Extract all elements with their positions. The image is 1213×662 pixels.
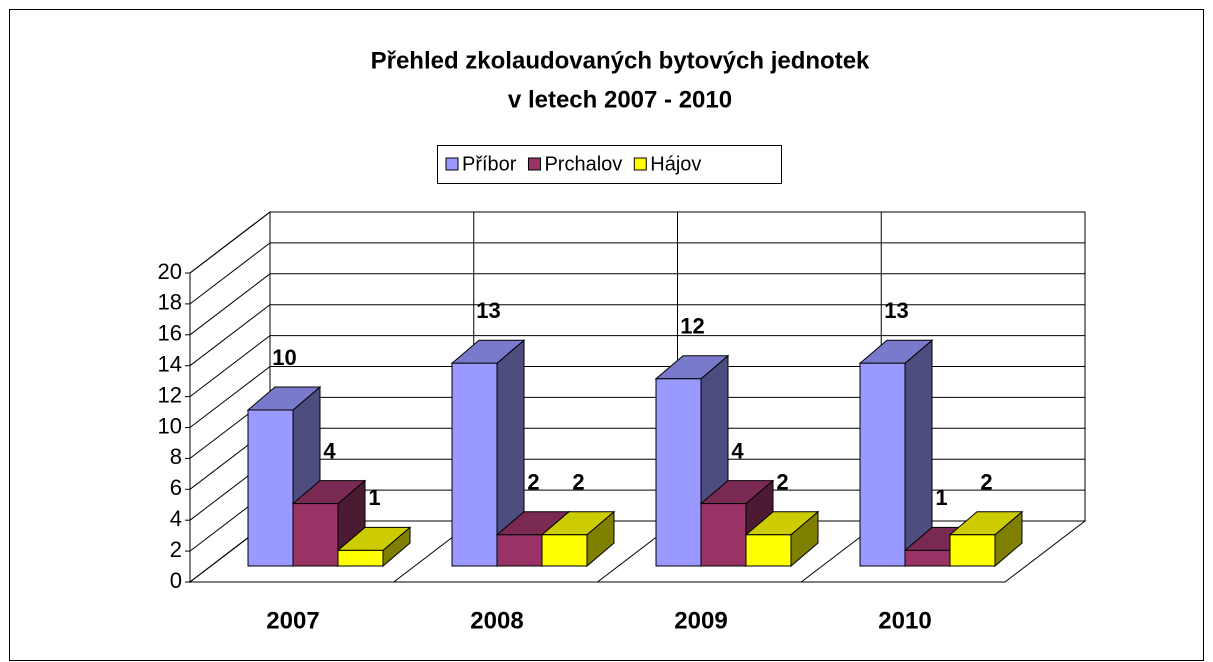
y-tick-label: 16 <box>158 321 182 346</box>
data-label: 13 <box>884 298 908 323</box>
bar <box>541 534 588 567</box>
data-label: 2 <box>527 470 539 495</box>
grid-line <box>189 304 1085 367</box>
data-label: 2 <box>776 470 788 495</box>
grid-line <box>189 211 1085 274</box>
legend-label: Příbor <box>462 153 517 175</box>
chart-title: Přehled zkolaudovaných bytových jednotek <box>371 47 870 74</box>
legend <box>437 145 782 184</box>
grid-line <box>189 335 1085 397</box>
data-label: 1 <box>368 485 380 510</box>
data-label: 13 <box>476 298 500 323</box>
bar <box>451 362 498 567</box>
y-tick-label: 0 <box>170 568 182 593</box>
bar <box>247 409 294 567</box>
legend-swatch <box>527 157 541 171</box>
y-tick-label: 6 <box>170 475 182 500</box>
x-tick-label: 2007 <box>266 607 319 634</box>
data-label: 4 <box>731 438 744 463</box>
legend-swatch <box>633 157 647 171</box>
grid-line <box>189 366 1085 428</box>
bar <box>904 549 951 567</box>
data-label: 12 <box>680 314 704 339</box>
data-label: 10 <box>272 345 296 370</box>
data-label: 4 <box>323 438 336 463</box>
bar <box>292 503 339 567</box>
bar <box>745 534 792 567</box>
data-label: 2 <box>980 470 992 495</box>
data-label: 2 <box>572 470 584 495</box>
grid-line <box>189 242 1085 305</box>
y-tick-label: 14 <box>158 352 182 377</box>
y-tick-label: 10 <box>158 413 182 438</box>
bar <box>859 362 906 567</box>
bar <box>337 549 384 567</box>
y-tick-label: 8 <box>170 444 182 469</box>
x-tick-label: 2009 <box>674 607 727 634</box>
grid-line <box>189 273 1085 336</box>
bar <box>700 503 747 567</box>
bar <box>496 534 543 567</box>
bar <box>949 534 996 567</box>
legend-label: Prchalov <box>544 153 622 175</box>
y-tick-label: 20 <box>158 259 182 284</box>
y-tick-label: 12 <box>158 382 182 407</box>
y-tick-label: 2 <box>170 537 182 562</box>
chart-title: v letech 2007 - 2010 <box>508 86 732 113</box>
y-tick-label: 4 <box>170 506 182 531</box>
x-tick-label: 2010 <box>878 607 931 634</box>
data-label: 1 <box>935 485 947 510</box>
legend-label: Hájov <box>650 153 701 175</box>
legend-swatch <box>445 157 459 171</box>
bar <box>655 378 702 567</box>
x-tick-label: 2008 <box>470 607 523 634</box>
y-tick-label: 18 <box>158 290 182 315</box>
